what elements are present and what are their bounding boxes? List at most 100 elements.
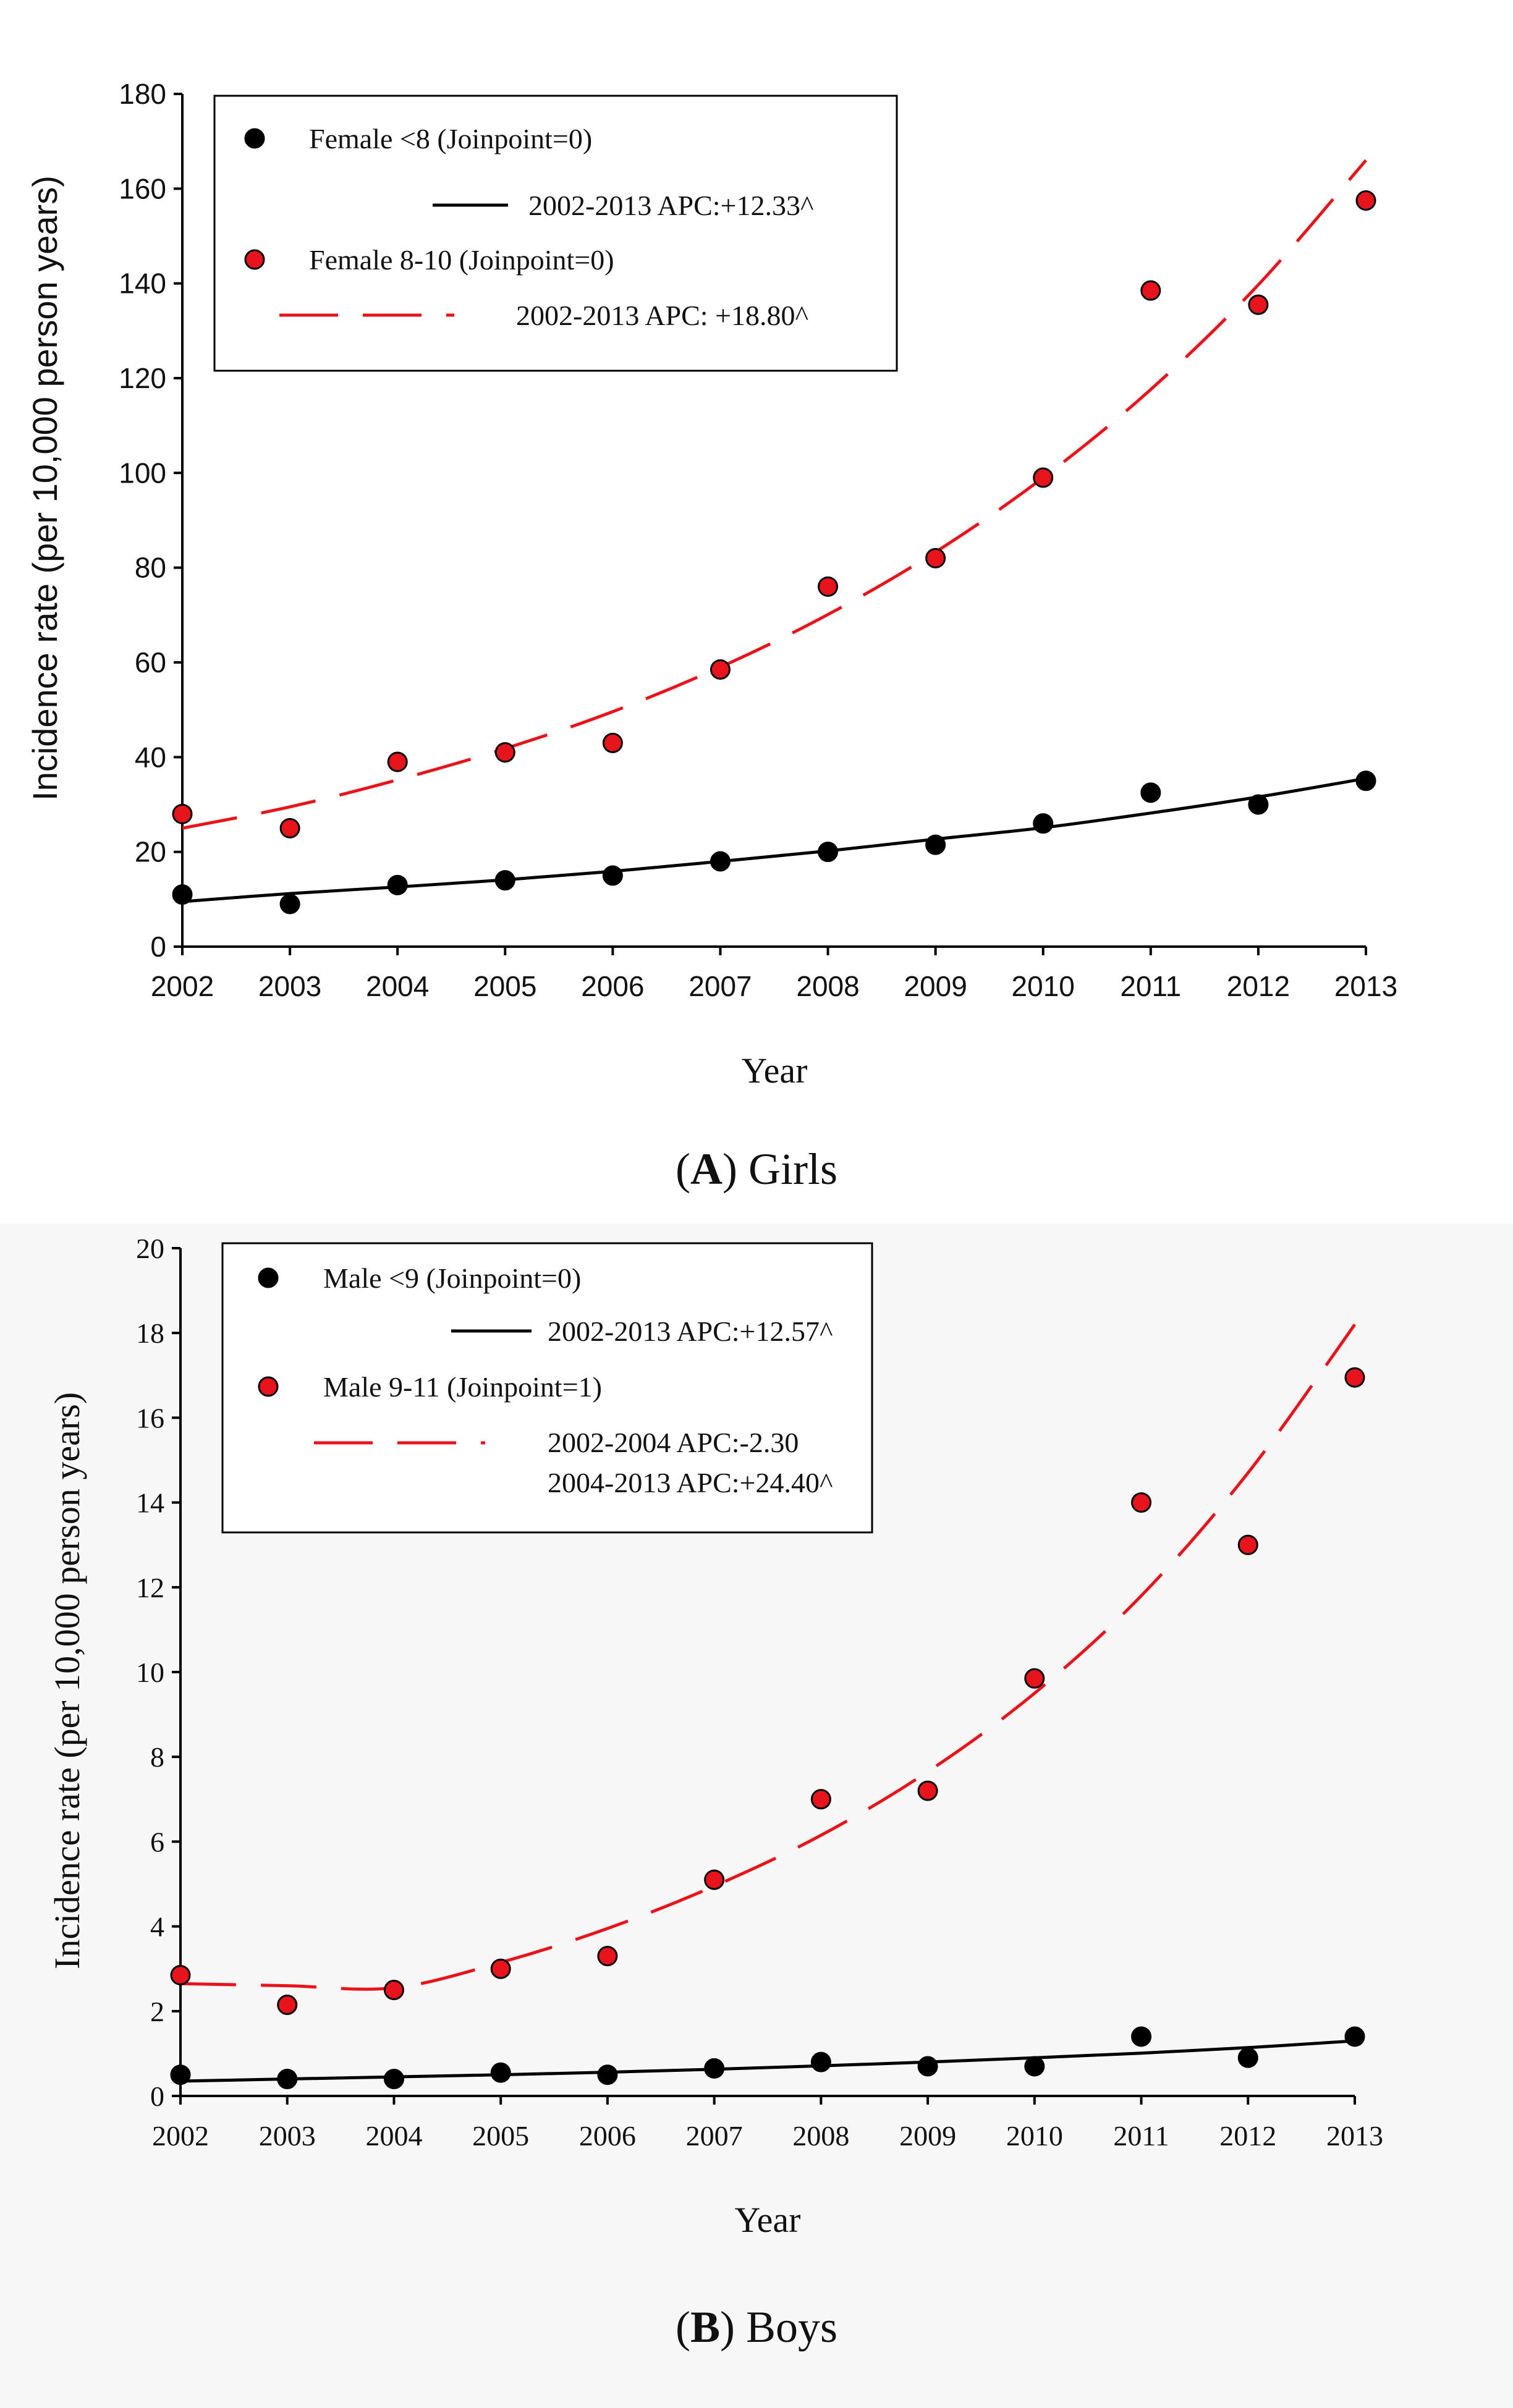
- caption-a-open-paren: (: [676, 1144, 690, 1194]
- a-x-tick-label: 2006: [581, 970, 644, 1002]
- b-data-point-s0-2011: [1131, 2026, 1152, 2047]
- panel-b-caption-text: (B) Boys: [676, 2302, 837, 2352]
- b-y-tick-label: 14: [136, 1487, 164, 1519]
- b-data-point-s1-2007: [704, 1869, 725, 1890]
- b-data-point-s0-2002: [170, 2064, 191, 2085]
- legend-trend-male-9-11-b: 2004-2013 APC:+24.40^: [548, 1467, 833, 1498]
- legend-marker-male-9-11: [258, 1376, 279, 1397]
- panel-a-legend-box: [213, 95, 898, 372]
- legend-label-female-under8: Female <8 (Joinpoint=0): [309, 123, 592, 154]
- a-data-point-s0-2008: [818, 842, 839, 863]
- a-y-tick-label: 20: [135, 836, 166, 868]
- b-y-tick-label: 8: [150, 1741, 164, 1773]
- b-data-point-s0-2003: [277, 2069, 298, 2090]
- b-data-point-s1-2009: [917, 1780, 938, 1801]
- a-trend-line-1: [182, 159, 1367, 830]
- b-x-tick-label: 2002: [152, 2120, 209, 2152]
- b-y-tick-label: 10: [136, 1657, 164, 1688]
- b-x-tick-label: 2006: [579, 2120, 636, 2152]
- b-y-tick-label: 6: [150, 1826, 164, 1857]
- a-y-tick-label: 0: [150, 931, 166, 963]
- b-data-point-s0-2006: [597, 2064, 618, 2085]
- panel-b-x-axis-label: Year: [735, 2200, 801, 2240]
- a-x-tick-label: 2009: [904, 970, 967, 1002]
- caption-b-label: Boys: [746, 2302, 837, 2352]
- legend-marker-female-8-10: [244, 249, 265, 270]
- panel-a-caption: (A) Girls: [676, 1144, 837, 1194]
- a-data-point-s1-2008: [818, 576, 839, 597]
- a-y-tick-label: 60: [135, 646, 166, 678]
- b-x-tick-label: 2010: [1006, 2120, 1063, 2152]
- a-data-point-s0-2003: [279, 893, 300, 915]
- b-data-point-s1-2010: [1024, 1668, 1045, 1689]
- b-data-point-s0-2008: [810, 2051, 831, 2072]
- b-y-tick-label: 20: [136, 1233, 164, 1264]
- a-x-tick-label: 2012: [1227, 970, 1290, 1002]
- legend-trend-female-8-10: 2002-2013 APC: +18.80^: [516, 300, 808, 331]
- b-data-point-s0-2005: [490, 2062, 511, 2083]
- panel-b-legend: Male <9 (Joinpoint=0) 2002-2013 APC:+12.…: [221, 1242, 873, 1534]
- panel-a-y-axis-label: Incidence rate (per 10,000 person years): [25, 175, 64, 801]
- panel-b-caption: (B) Boys: [676, 2302, 837, 2352]
- b-data-point-s1-2012: [1237, 1534, 1258, 1555]
- a-x-tick-label: 2005: [473, 970, 536, 1002]
- a-x-tick-label: 2011: [1120, 970, 1181, 1002]
- a-data-point-s0-2005: [494, 870, 515, 891]
- b-data-point-s0-2012: [1237, 2047, 1258, 2068]
- b-data-point-s1-2008: [810, 1789, 831, 1810]
- a-data-point-s0-2004: [387, 874, 408, 895]
- a-x-tick-label: 2004: [366, 970, 429, 1002]
- legend-label-female-8-10: Female 8-10 (Joinpoint=0): [309, 244, 614, 276]
- a-y-tick-label: 140: [119, 268, 166, 300]
- a-y-tick-label: 120: [119, 362, 166, 394]
- b-data-point-s0-2007: [704, 2058, 725, 2079]
- b-data-point-s1-2002: [170, 1964, 191, 1985]
- panel-a-caption-text: (A) Girls: [676, 1144, 837, 1194]
- b-x-tick-label: 2003: [259, 2120, 316, 2152]
- caption-b-letter: B: [690, 2302, 720, 2352]
- b-data-point-s1-2013: [1344, 1367, 1365, 1388]
- caption-a-letter: A: [690, 1144, 723, 1194]
- a-x-tick-label: 2007: [689, 970, 752, 1002]
- panel-a-axes: 0 20 40 60 80 100 120 140 160 180 2002 2003 2004 2005…: [119, 78, 1397, 1002]
- a-data-point-s0-2002: [172, 884, 193, 905]
- legend-trend-female-under8: 2002-2013 APC:+12.33^: [528, 190, 814, 221]
- caption-b-close-paren: ): [720, 2302, 746, 2352]
- a-data-point-s1-2005: [494, 742, 515, 763]
- b-y-tick-label: 16: [136, 1402, 164, 1434]
- b-x-tick-label: 2013: [1326, 2120, 1383, 2152]
- a-data-point-s1-2010: [1033, 467, 1054, 488]
- panel-a-data-points: [172, 190, 1376, 915]
- a-data-point-s0-2006: [602, 865, 623, 886]
- a-data-point-s1-2012: [1248, 294, 1269, 315]
- a-data-point-s0-2009: [925, 834, 946, 855]
- a-trend-line-0: [182, 777, 1367, 903]
- a-x-tick-label: 2013: [1334, 970, 1397, 1002]
- panel-b-y-axis-label: Incidence rate (per 10,000 person years): [47, 1392, 87, 1969]
- panel-b-axes: 0 2 4 6 8 10 12 14 16 18 20 2002 2003 2004 2005 2006 200…: [136, 1233, 1383, 2152]
- a-data-point-s1-2011: [1140, 280, 1161, 301]
- a-data-point-s1-2002: [172, 803, 193, 824]
- panel-a-chart: 0 20 40 60 80 100 120 140 160 180 2002 2003 2004 2005…: [25, 78, 1397, 1194]
- b-x-tick-label: 2004: [365, 2120, 422, 2152]
- caption-b-open-paren: (: [676, 2302, 690, 2352]
- a-y-tick-label: 80: [135, 552, 166, 584]
- legend-marker-male-under9: [258, 1267, 279, 1288]
- a-data-point-s1-2013: [1355, 190, 1376, 211]
- legend-trend-male-9-11-a: 2002-2004 APC:-2.30: [548, 1427, 799, 1458]
- legend-trend-male-under9: 2002-2013 APC:+12.57^: [548, 1316, 833, 1347]
- panel-a-x-axis-label: Year: [742, 1050, 808, 1091]
- legend-label-male-under9: Male <9 (Joinpoint=0): [323, 1262, 581, 1294]
- b-trend-line-0: [180, 2039, 1355, 2083]
- a-x-tick-label: 2010: [1012, 970, 1075, 1002]
- panel-b-data-points: [170, 1367, 1365, 2090]
- b-x-tick-label: 2011: [1113, 2120, 1169, 2152]
- a-data-point-s1-2007: [710, 659, 731, 680]
- b-data-point-s0-2013: [1344, 2026, 1365, 2047]
- b-data-point-s0-2004: [383, 2069, 404, 2090]
- b-x-tick-label: 2005: [472, 2120, 529, 2152]
- a-data-point-s0-2007: [710, 851, 731, 872]
- panel-b-chart: 0 2 4 6 8 10 12 14 16 18 20 2002 2003 2004 2005 2006 200…: [47, 1233, 1383, 2352]
- b-data-point-s0-2010: [1024, 2056, 1045, 2077]
